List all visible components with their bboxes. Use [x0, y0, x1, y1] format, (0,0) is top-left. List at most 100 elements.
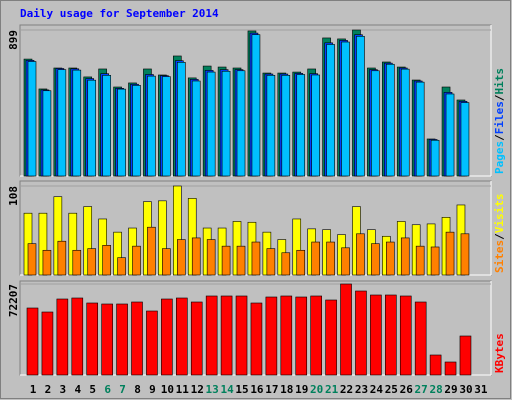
- bar: [356, 233, 365, 276]
- bar: [415, 81, 425, 177]
- x-tick-label: 5: [89, 383, 96, 396]
- bar: [460, 102, 470, 177]
- bar: [236, 70, 246, 177]
- bar: [56, 298, 69, 376]
- x-tick-label: 21: [325, 383, 339, 396]
- bar: [116, 303, 128, 376]
- bar: [341, 247, 350, 276]
- x-tick-label: 8: [134, 383, 141, 396]
- bar: [87, 79, 97, 177]
- x-tick-label: 12: [191, 383, 204, 396]
- y-tick-label: 899: [7, 30, 20, 50]
- bar: [101, 303, 113, 376]
- bar: [206, 239, 216, 276]
- x-tick-label: 19: [295, 383, 308, 396]
- bar: [176, 297, 188, 376]
- bar: [415, 245, 425, 276]
- bar: [102, 245, 111, 276]
- bar: [386, 63, 395, 177]
- bar: [325, 299, 337, 376]
- bar: [236, 245, 246, 276]
- x-tick-label: 1: [30, 383, 37, 396]
- bar: [221, 245, 231, 276]
- x-tick-label: 14: [220, 383, 234, 396]
- bar: [340, 283, 352, 376]
- legend-entry: Pages: [493, 141, 506, 174]
- bar: [102, 75, 111, 177]
- bar: [26, 307, 39, 376]
- bar: [132, 245, 141, 276]
- bar: [191, 237, 201, 276]
- bar: [87, 248, 97, 276]
- x-tick-label: 6: [104, 383, 111, 396]
- bar: [445, 93, 455, 177]
- bar: [281, 252, 291, 276]
- bar: [311, 74, 320, 177]
- bar: [266, 248, 276, 276]
- bar: [266, 75, 276, 177]
- x-tick-label: 11: [176, 383, 190, 396]
- bar: [296, 249, 306, 276]
- bar: [326, 44, 335, 177]
- chart-title: Daily usage for September 2014: [20, 7, 219, 20]
- bar: [161, 298, 173, 376]
- x-tick-label: 22: [340, 383, 353, 396]
- bar: [162, 76, 171, 177]
- bar: [386, 241, 395, 276]
- bar: [251, 241, 261, 276]
- y-tick-label: 72207: [7, 284, 20, 317]
- bar: [310, 295, 322, 376]
- bar: [385, 294, 397, 376]
- legend-entry: Hits: [493, 68, 506, 95]
- x-tick-label: 28: [429, 383, 442, 396]
- legend-separator: /: [493, 134, 506, 141]
- bar: [57, 69, 67, 177]
- legend-entry: KBytes: [493, 333, 506, 373]
- bar: [460, 233, 470, 276]
- bar: [311, 241, 320, 276]
- x-tick-label: 3: [60, 383, 67, 396]
- bar: [251, 34, 261, 177]
- bar: [220, 295, 233, 376]
- bar: [341, 41, 350, 177]
- legend-entry: Visits: [493, 194, 506, 234]
- x-tick-label: 16: [250, 383, 264, 396]
- bar: [117, 257, 126, 276]
- bar: [42, 90, 52, 177]
- bar: [445, 231, 455, 276]
- bar: [326, 241, 335, 276]
- legend-separator: /: [493, 94, 506, 101]
- bar: [235, 295, 248, 376]
- bar: [27, 243, 37, 276]
- bar: [146, 310, 158, 376]
- x-tick-label: 18: [280, 383, 293, 396]
- bar: [117, 88, 126, 177]
- bar: [430, 246, 440, 276]
- bar: [206, 71, 216, 177]
- legend: Pages/Files/Hits: [493, 68, 506, 174]
- bar: [86, 302, 99, 376]
- bar: [190, 301, 203, 376]
- y-tick-label: 108: [7, 186, 20, 206]
- legend: Sites/Visits: [493, 194, 506, 274]
- bar: [280, 295, 293, 376]
- x-tick-label: 15: [235, 383, 248, 396]
- bar: [162, 248, 171, 276]
- x-tick-label: 24: [370, 383, 384, 396]
- x-tick-label: 29: [444, 383, 457, 396]
- x-tick-label: 31: [474, 383, 488, 396]
- bar: [400, 68, 410, 177]
- bar: [57, 240, 67, 276]
- bar: [295, 296, 308, 376]
- bar: [41, 311, 54, 376]
- bar: [42, 249, 52, 276]
- bar: [27, 61, 37, 177]
- bar: [265, 296, 278, 376]
- x-tick-label: 13: [206, 383, 219, 396]
- bar: [430, 139, 440, 177]
- bar: [131, 301, 143, 376]
- legend-entry: Files: [493, 101, 506, 134]
- x-tick-label: 17: [265, 383, 278, 396]
- bar: [444, 361, 457, 376]
- bar: [355, 290, 367, 376]
